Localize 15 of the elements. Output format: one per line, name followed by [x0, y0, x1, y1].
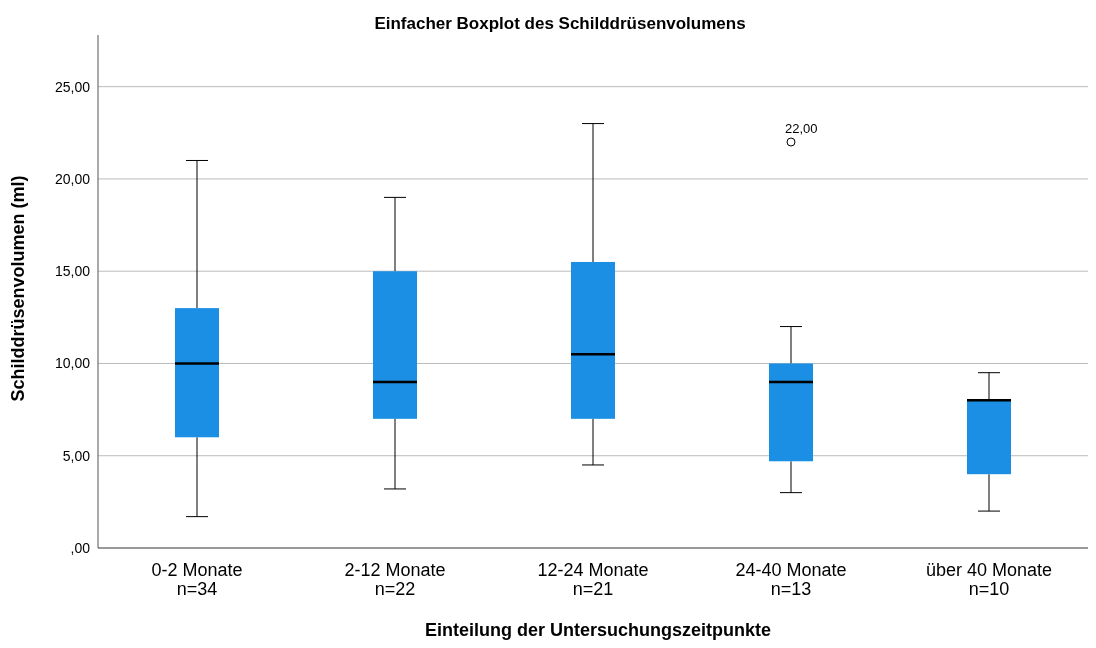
- x-tick-label: über 40 Monate n=10: [925, 560, 1053, 599]
- y-tick-label: ,00: [70, 539, 91, 556]
- x-tick-label: 0-2 Monate n=34: [151, 560, 243, 599]
- y-tick-label: 10,00: [54, 355, 91, 372]
- chart-title: Einfacher Boxplot des Schilddrüsenvolumens: [373, 14, 747, 34]
- y-axis-title: Schilddrüsenvolumen (ml): [7, 174, 29, 404]
- x-tick-label: 24-40 Monate n=13: [735, 560, 847, 599]
- y-tick-label: 25,00: [54, 78, 91, 95]
- x-tick-label: 2-12 Monate n=22: [344, 560, 446, 599]
- annotation: 22,00: [785, 121, 818, 137]
- y-tick-label: 15,00: [54, 263, 91, 280]
- y-tick-label: 20,00: [54, 170, 91, 187]
- x-axis-title: Einteilung der Untersuchungszeitpunkte: [424, 620, 772, 641]
- y-tick-label: 5,00: [62, 447, 91, 464]
- x-tick-label: 12-24 Monate n=21: [537, 560, 649, 599]
